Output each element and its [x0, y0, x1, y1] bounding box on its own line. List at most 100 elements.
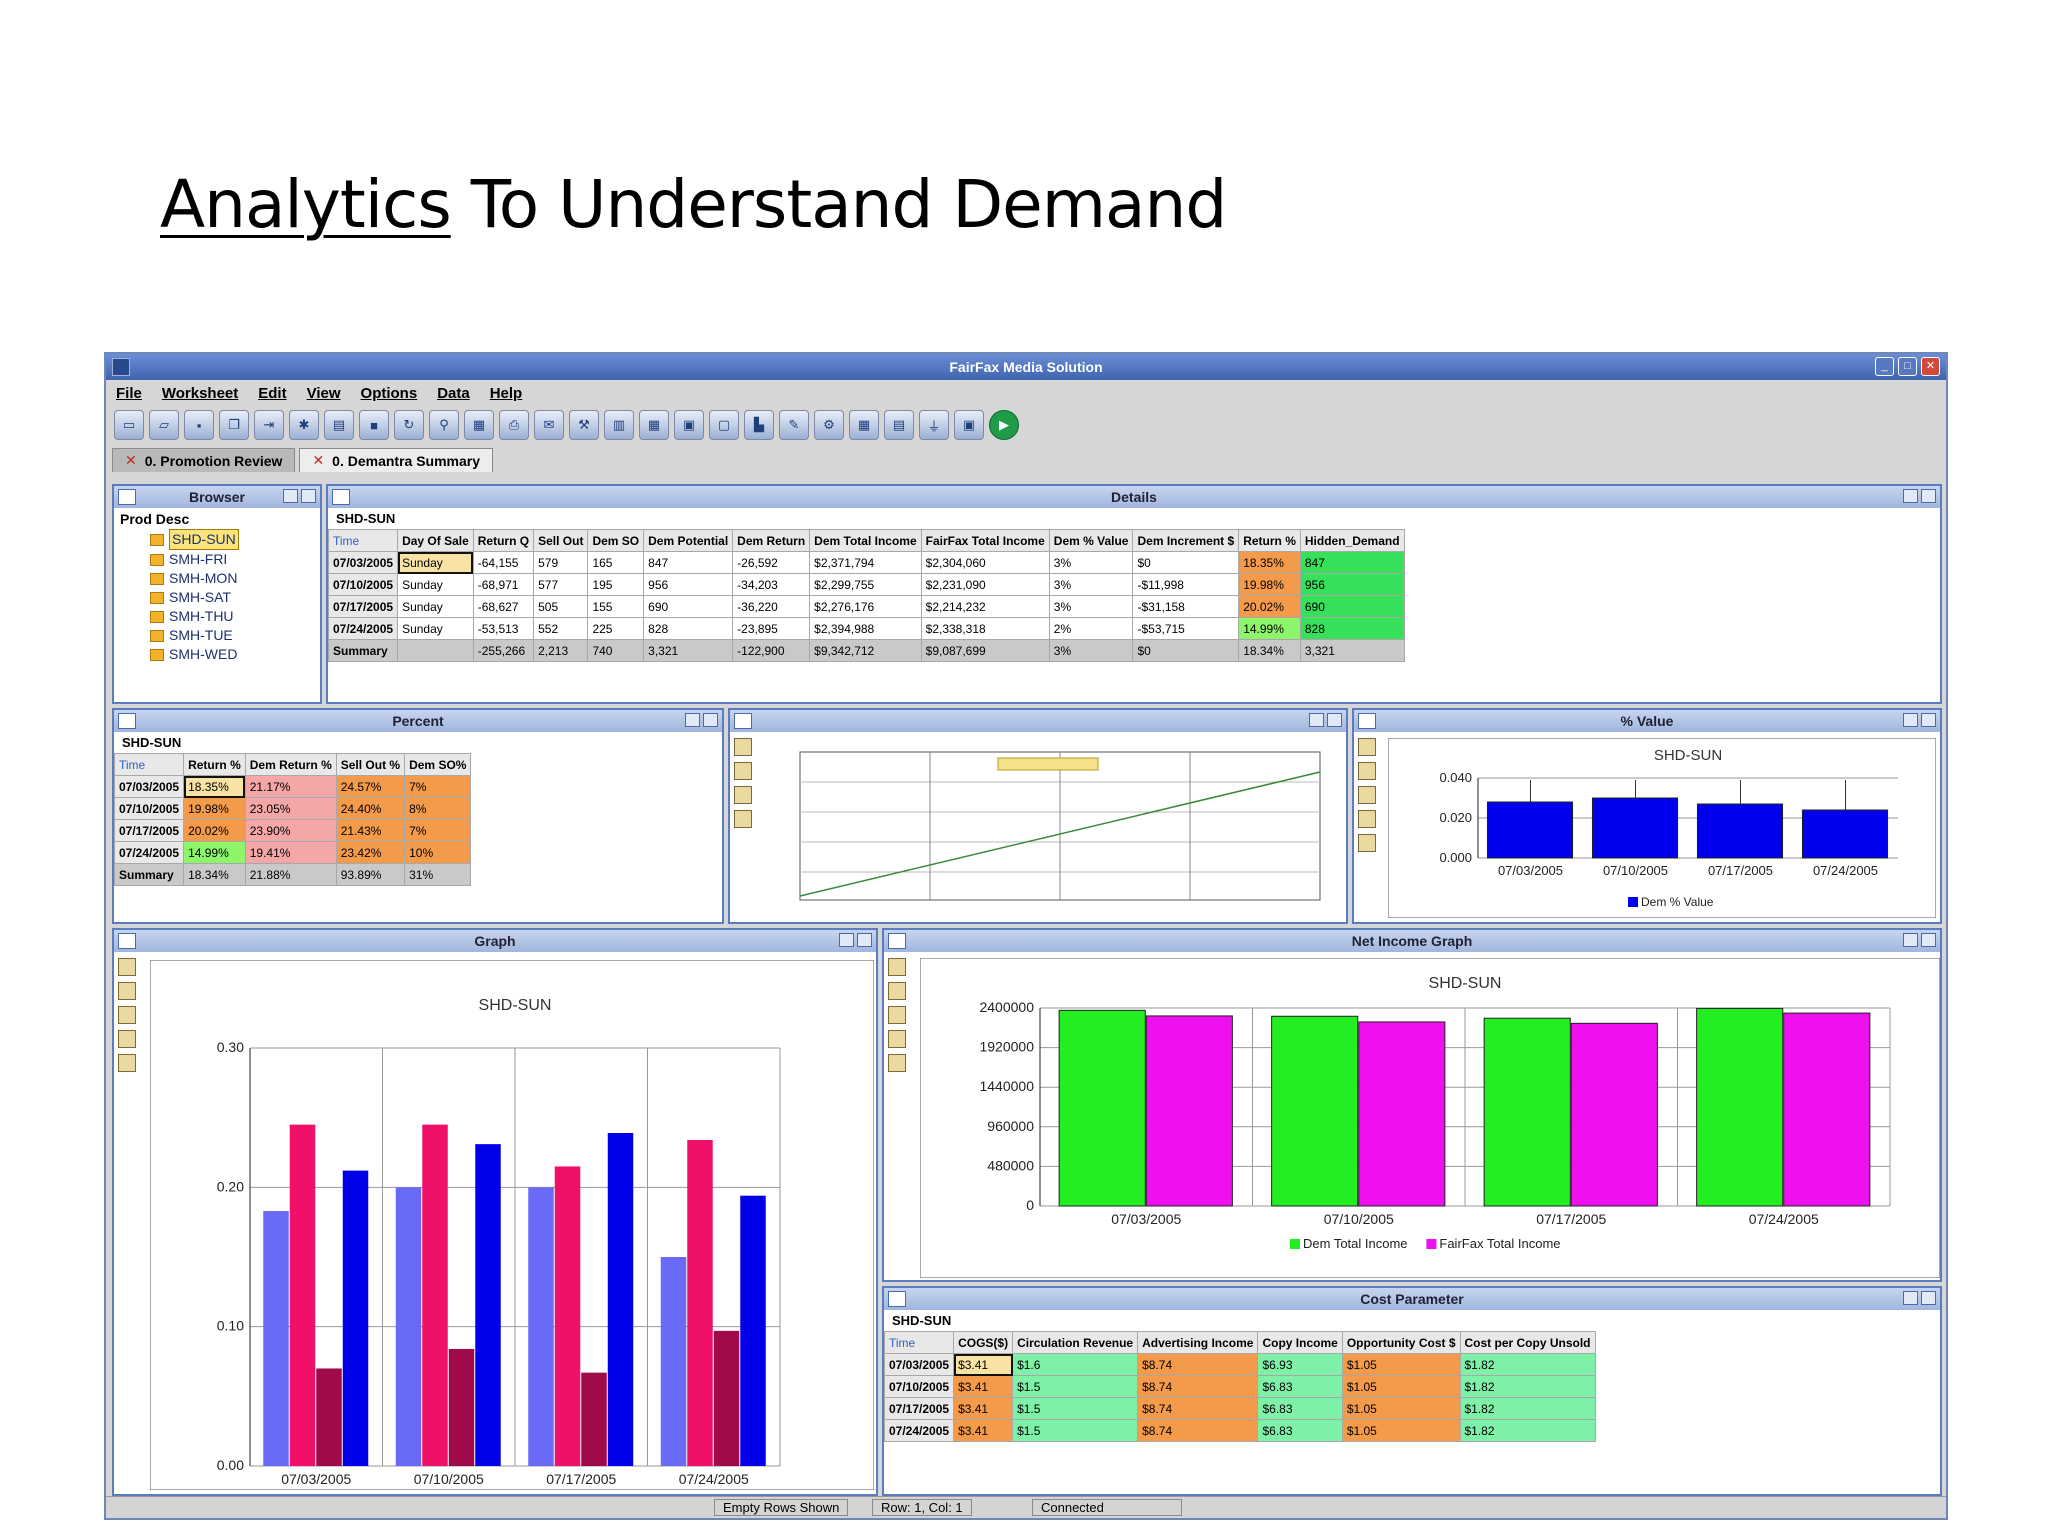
bar[interactable]: [528, 1187, 554, 1466]
bar[interactable]: [1696, 803, 1784, 859]
table-cell[interactable]: 3%: [1048, 595, 1134, 618]
bar[interactable]: [740, 1195, 766, 1466]
table-cell[interactable]: -64,155: [472, 551, 535, 574]
window-icon[interactable]: ▢: [709, 410, 739, 440]
table-cell[interactable]: 7%: [404, 819, 472, 842]
bar-chart-icon[interactable]: [734, 762, 752, 780]
table-cell[interactable]: $2,214,232: [920, 595, 1050, 618]
table-cell[interactable]: $6.93: [1257, 1353, 1343, 1376]
panel-maximize-icon[interactable]: [1921, 933, 1936, 947]
settings-icon[interactable]: ⚙: [814, 410, 844, 440]
panel-restore-icon[interactable]: [283, 489, 298, 503]
menu-worksheet[interactable]: Worksheet: [161, 384, 239, 402]
bar[interactable]: [713, 1330, 740, 1466]
panel-maximize-icon[interactable]: [1921, 1291, 1936, 1305]
table-cell[interactable]: 2%: [1048, 617, 1134, 640]
table-cell[interactable]: Sunday: [397, 573, 474, 596]
table-cell[interactable]: $2,394,988: [809, 617, 922, 640]
bar-chart-icon[interactable]: [1358, 762, 1376, 780]
funnel-icon[interactable]: ⏚: [919, 410, 949, 440]
bar-chart-icon[interactable]: ▙: [744, 410, 774, 440]
table-cell[interactable]: 24.40%: [335, 797, 406, 820]
table-cell[interactable]: 10%: [404, 841, 472, 864]
column-header[interactable]: Dem Potential: [643, 529, 734, 552]
table-cell[interactable]: $2,338,318: [920, 617, 1050, 640]
table-cell[interactable]: 828: [1299, 617, 1405, 640]
table-cell[interactable]: 21.43%: [335, 819, 406, 842]
table-cell[interactable]: $0: [1132, 551, 1240, 574]
window-titlebar[interactable]: FairFax Media Solution _ □ ✕: [106, 354, 1946, 380]
bar[interactable]: [1486, 801, 1574, 859]
area-chart-icon[interactable]: [734, 786, 752, 804]
table-cell[interactable]: $8.74: [1137, 1397, 1259, 1420]
table-cell[interactable]: 18.35%: [1238, 551, 1301, 574]
column-header[interactable]: Time: [328, 529, 399, 552]
bar[interactable]: [342, 1170, 369, 1466]
panel-restore-icon[interactable]: [1903, 1291, 1918, 1305]
table-cell[interactable]: -53,513: [472, 617, 535, 640]
bar-chart-icon[interactable]: [888, 982, 906, 1000]
table-cell[interactable]: $6.83: [1257, 1419, 1343, 1442]
open-icon[interactable]: ▱: [149, 410, 179, 440]
close-tab-icon[interactable]: ✕: [125, 452, 137, 468]
bar[interactable]: [1783, 1012, 1871, 1207]
table-cell[interactable]: $1.05: [1341, 1397, 1461, 1420]
column-header[interactable]: FairFax Total Income: [920, 529, 1050, 552]
bar[interactable]: [1483, 1017, 1571, 1207]
menu-file[interactable]: File: [116, 384, 142, 402]
pie-chart-icon[interactable]: [118, 1030, 136, 1048]
table-cell[interactable]: 7%: [404, 775, 472, 798]
table-cell[interactable]: 19.98%: [1238, 573, 1301, 596]
bar[interactable]: [395, 1187, 422, 1466]
bar-chart-icon[interactable]: [118, 982, 136, 1000]
table-cell[interactable]: $1.5: [1012, 1419, 1139, 1442]
pie-chart-icon[interactable]: [734, 810, 752, 828]
table-cell[interactable]: 21.17%: [244, 775, 337, 798]
bar[interactable]: [263, 1211, 289, 1466]
table-cell[interactable]: Sunday: [397, 551, 474, 574]
table-cell[interactable]: -$11,998: [1132, 573, 1240, 596]
table-cell[interactable]: $2,304,060: [920, 551, 1050, 574]
tree-item[interactable]: SMH-TUE: [120, 626, 314, 645]
table-cell[interactable]: 3%: [1048, 551, 1134, 574]
column-header[interactable]: Time: [114, 753, 185, 776]
column-header[interactable]: Time: [884, 1331, 955, 1354]
table-cell[interactable]: 24.57%: [335, 775, 406, 798]
table-cell[interactable]: 225: [587, 617, 645, 640]
area-chart-icon[interactable]: [888, 1006, 906, 1024]
table-cell[interactable]: 552: [533, 617, 589, 640]
bar[interactable]: [289, 1124, 316, 1466]
tab-promotion-review[interactable]: ✕ 0. Promotion Review: [112, 448, 296, 472]
tree-item[interactable]: SMH-THU: [120, 607, 314, 626]
panel-restore-icon[interactable]: [839, 933, 854, 947]
maximize-icon[interactable]: □: [1898, 357, 1917, 376]
minimize-icon[interactable]: _: [1875, 357, 1894, 376]
area-chart-icon[interactable]: [1358, 786, 1376, 804]
table-cell[interactable]: -68,627: [472, 595, 535, 618]
tree-item[interactable]: SMH-FRI: [120, 550, 314, 569]
mail-icon[interactable]: ✉: [534, 410, 564, 440]
table-cell[interactable]: $1.5: [1012, 1397, 1139, 1420]
table-cell[interactable]: 828: [643, 617, 734, 640]
bar[interactable]: [1358, 1021, 1446, 1207]
table-cell[interactable]: 18.35%: [183, 775, 246, 798]
panel-maximize-icon[interactable]: [857, 933, 872, 947]
column-header[interactable]: Dem % Value: [1048, 529, 1134, 552]
bar[interactable]: [1591, 797, 1679, 859]
table-cell[interactable]: 20.02%: [183, 819, 246, 842]
close-icon[interactable]: ✕: [1921, 357, 1940, 376]
note-icon[interactable]: ✎: [779, 410, 809, 440]
table-cell[interactable]: 155: [587, 595, 645, 618]
bar[interactable]: [1271, 1015, 1359, 1207]
table-cell[interactable]: $1.82: [1459, 1419, 1596, 1442]
calculator-icon[interactable]: ▦: [464, 410, 494, 440]
column-header[interactable]: Sell Out %: [335, 753, 406, 776]
bar[interactable]: [316, 1368, 342, 1466]
panel-maximize-icon[interactable]: [1921, 713, 1936, 727]
tree-item[interactable]: SMH-WED: [120, 645, 314, 664]
stop-icon[interactable]: ■: [359, 410, 389, 440]
table-chart-icon[interactable]: [1358, 834, 1376, 852]
table-cell[interactable]: 14.99%: [1238, 617, 1301, 640]
bar[interactable]: [1058, 1009, 1146, 1207]
pie-chart-icon[interactable]: [1358, 810, 1376, 828]
